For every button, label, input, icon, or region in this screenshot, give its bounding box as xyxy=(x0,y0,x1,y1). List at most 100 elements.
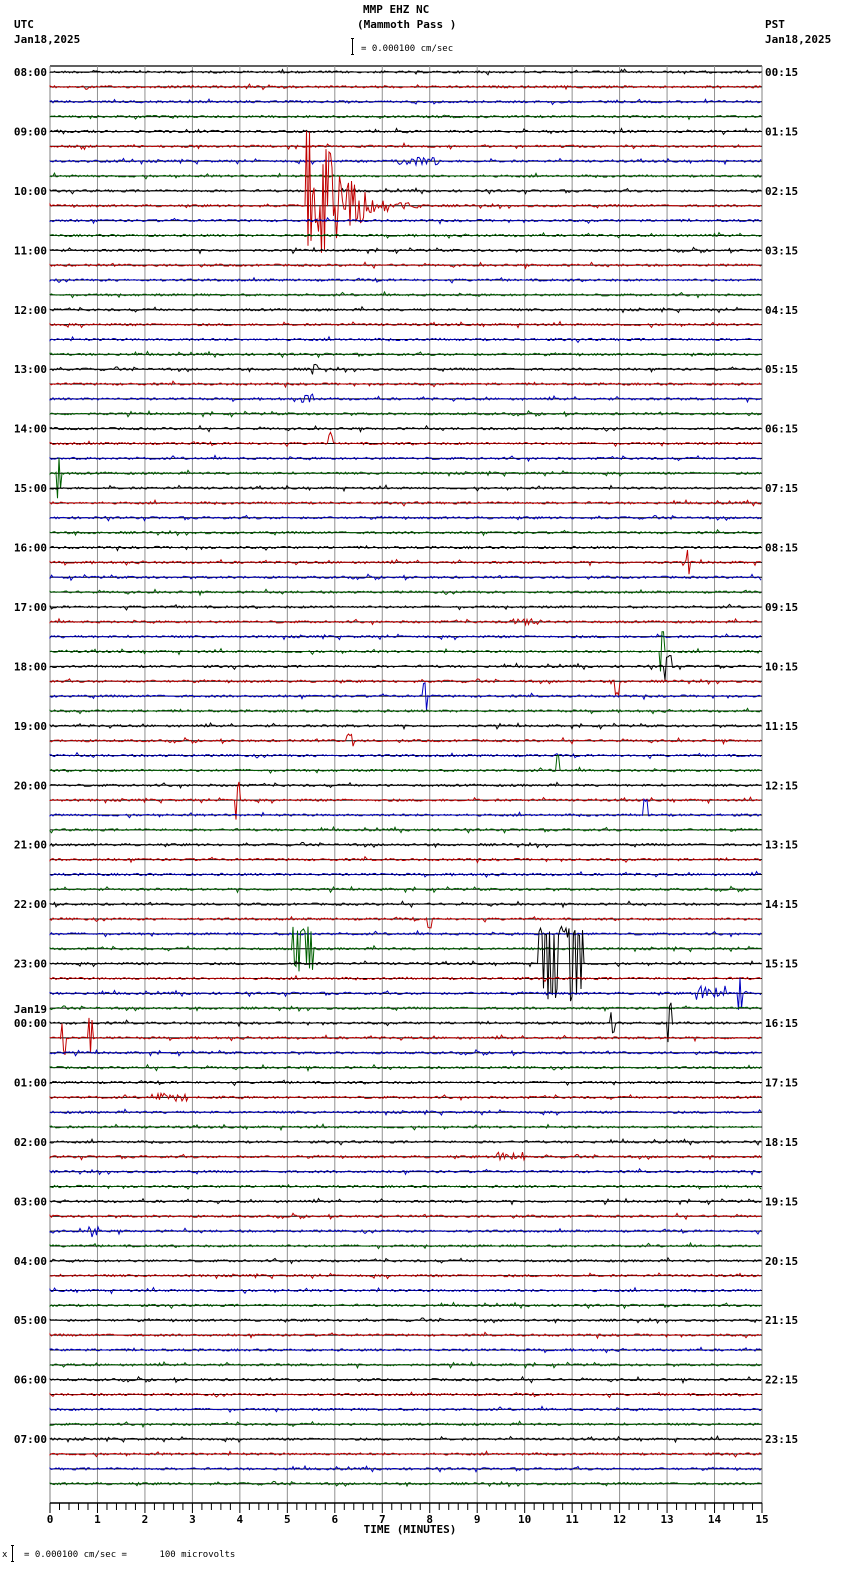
trace-row-28 xyxy=(49,484,762,493)
footer-prefix: x xyxy=(2,1550,8,1560)
utc-hour-label: 07:00 xyxy=(14,1433,47,1446)
trace-row-19 xyxy=(49,350,762,359)
trace-row-89 xyxy=(49,1391,762,1399)
utc-hour-label: 11:00 xyxy=(14,244,47,257)
trace-row-26 xyxy=(49,454,762,463)
trace-row-22 xyxy=(49,393,762,404)
x-tick-label: 7 xyxy=(379,1513,386,1526)
trace-row-46 xyxy=(49,751,762,760)
trace-row-71 xyxy=(49,1123,762,1132)
trace-row-23 xyxy=(49,409,762,418)
trace-row-14 xyxy=(49,276,762,284)
trace-row-25 xyxy=(49,431,762,448)
utc-hour-label: 17:00 xyxy=(14,601,47,614)
x-tick-label: 2 xyxy=(142,1513,149,1526)
x-tick-label: 10 xyxy=(518,1513,531,1526)
trace-row-74 xyxy=(49,1167,762,1176)
trace-row-38 xyxy=(49,633,762,641)
trace-row-67 xyxy=(49,1063,762,1073)
trace-row-43 xyxy=(49,707,762,715)
trace-row-47 xyxy=(49,754,762,775)
trace-row-95 xyxy=(49,1480,762,1488)
pst-hour-label: 02:15 xyxy=(765,185,798,198)
trace-row-12 xyxy=(49,246,762,255)
utc-hour-label: 06:00 xyxy=(14,1374,47,1387)
trace-row-83 xyxy=(49,1301,762,1310)
trace-row-81 xyxy=(49,1272,762,1280)
trace-row-0 xyxy=(49,68,762,76)
trace-row-80 xyxy=(49,1256,762,1265)
utc-hour-label: 15:00 xyxy=(14,482,47,495)
utc-hour-label: 09:00 xyxy=(14,125,47,138)
trace-row-18 xyxy=(49,335,762,344)
trace-row-32 xyxy=(49,544,761,552)
trace-row-56 xyxy=(49,900,762,909)
trace-row-10 xyxy=(49,216,762,225)
station-location: (Mammoth Pass ) xyxy=(357,18,457,31)
pst-hour-label: 08:15 xyxy=(765,542,798,555)
trace-row-72 xyxy=(49,1137,761,1146)
trace-row-70 xyxy=(49,1108,762,1116)
trace-row-73 xyxy=(49,1151,762,1162)
trace-row-24 xyxy=(49,424,762,433)
x-tick-label: 15 xyxy=(755,1513,768,1526)
trace-row-87 xyxy=(49,1360,762,1370)
trace-row-50 xyxy=(49,797,762,819)
utc-hour-label: 21:00 xyxy=(14,839,47,852)
left-timezone: UTC xyxy=(14,18,34,31)
trace-row-27 xyxy=(49,457,762,499)
pst-hour-label: 16:15 xyxy=(765,1017,798,1030)
pst-hour-label: 00:15 xyxy=(765,66,798,79)
trace-row-34 xyxy=(49,573,762,582)
trace-row-61 xyxy=(49,974,762,983)
trace-row-31 xyxy=(49,528,762,537)
x-tick-label: 0 xyxy=(47,1513,54,1526)
x-tick-label: 5 xyxy=(284,1513,291,1526)
left-date: Jan18,2025 xyxy=(14,33,81,46)
trace-row-17 xyxy=(49,320,762,329)
pst-hour-label: 17:15 xyxy=(765,1076,798,1089)
pst-hour-label: 13:15 xyxy=(765,839,798,852)
trace-row-88 xyxy=(49,1375,762,1385)
x-tick-label: 6 xyxy=(331,1513,338,1526)
trace-row-48 xyxy=(49,781,762,790)
time-labels: 08:00 09:00 10:00 11:00 12:00 13:00 14:00 15:00… xyxy=(14,66,798,1446)
trace-row-29 xyxy=(49,498,762,507)
trace-row-6 xyxy=(49,156,762,167)
utc-hour-label: 14:00 xyxy=(14,423,47,436)
trace-row-84 xyxy=(49,1317,762,1325)
trace-row-53 xyxy=(49,855,761,864)
x-tick-label: 8 xyxy=(426,1513,433,1526)
pst-hour-label: 05:15 xyxy=(765,363,798,376)
trace-row-52 xyxy=(49,841,762,849)
pst-hour-label: 06:15 xyxy=(765,423,798,436)
trace-row-54 xyxy=(49,870,761,879)
trace-row-30 xyxy=(49,514,762,522)
trace-row-91 xyxy=(49,1420,762,1429)
trace-row-7 xyxy=(49,171,761,180)
x-tick-label: 9 xyxy=(474,1513,481,1526)
pst-hour-label: 04:15 xyxy=(765,304,798,317)
trace-row-35 xyxy=(49,588,762,597)
trace-row-93 xyxy=(49,1450,762,1458)
pst-hour-label: 19:15 xyxy=(765,1195,798,1208)
utc-hour-label: 05:00 xyxy=(14,1314,47,1327)
utc-hour-label: 08:00 xyxy=(14,66,47,79)
utc-hour-label: 20:00 xyxy=(14,779,47,792)
trace-row-11 xyxy=(49,231,762,240)
trace-row-55 xyxy=(49,885,762,894)
trace-row-4 xyxy=(49,127,762,136)
trace-row-8 xyxy=(49,186,762,195)
trace-row-36 xyxy=(49,603,762,611)
trace-row-59 xyxy=(49,926,762,972)
trace-row-76 xyxy=(49,1197,762,1206)
utc-hour-label: 00:00 xyxy=(14,1017,47,1030)
trace-row-20 xyxy=(49,363,762,375)
right-date: Jan18,2025 xyxy=(765,33,832,46)
trace-row-42 xyxy=(49,682,762,711)
trace-row-37 xyxy=(49,617,762,627)
trace-row-78 xyxy=(49,1225,762,1238)
utc-date-label: Jan19 xyxy=(14,1003,47,1016)
pst-hour-label: 11:15 xyxy=(765,720,798,733)
